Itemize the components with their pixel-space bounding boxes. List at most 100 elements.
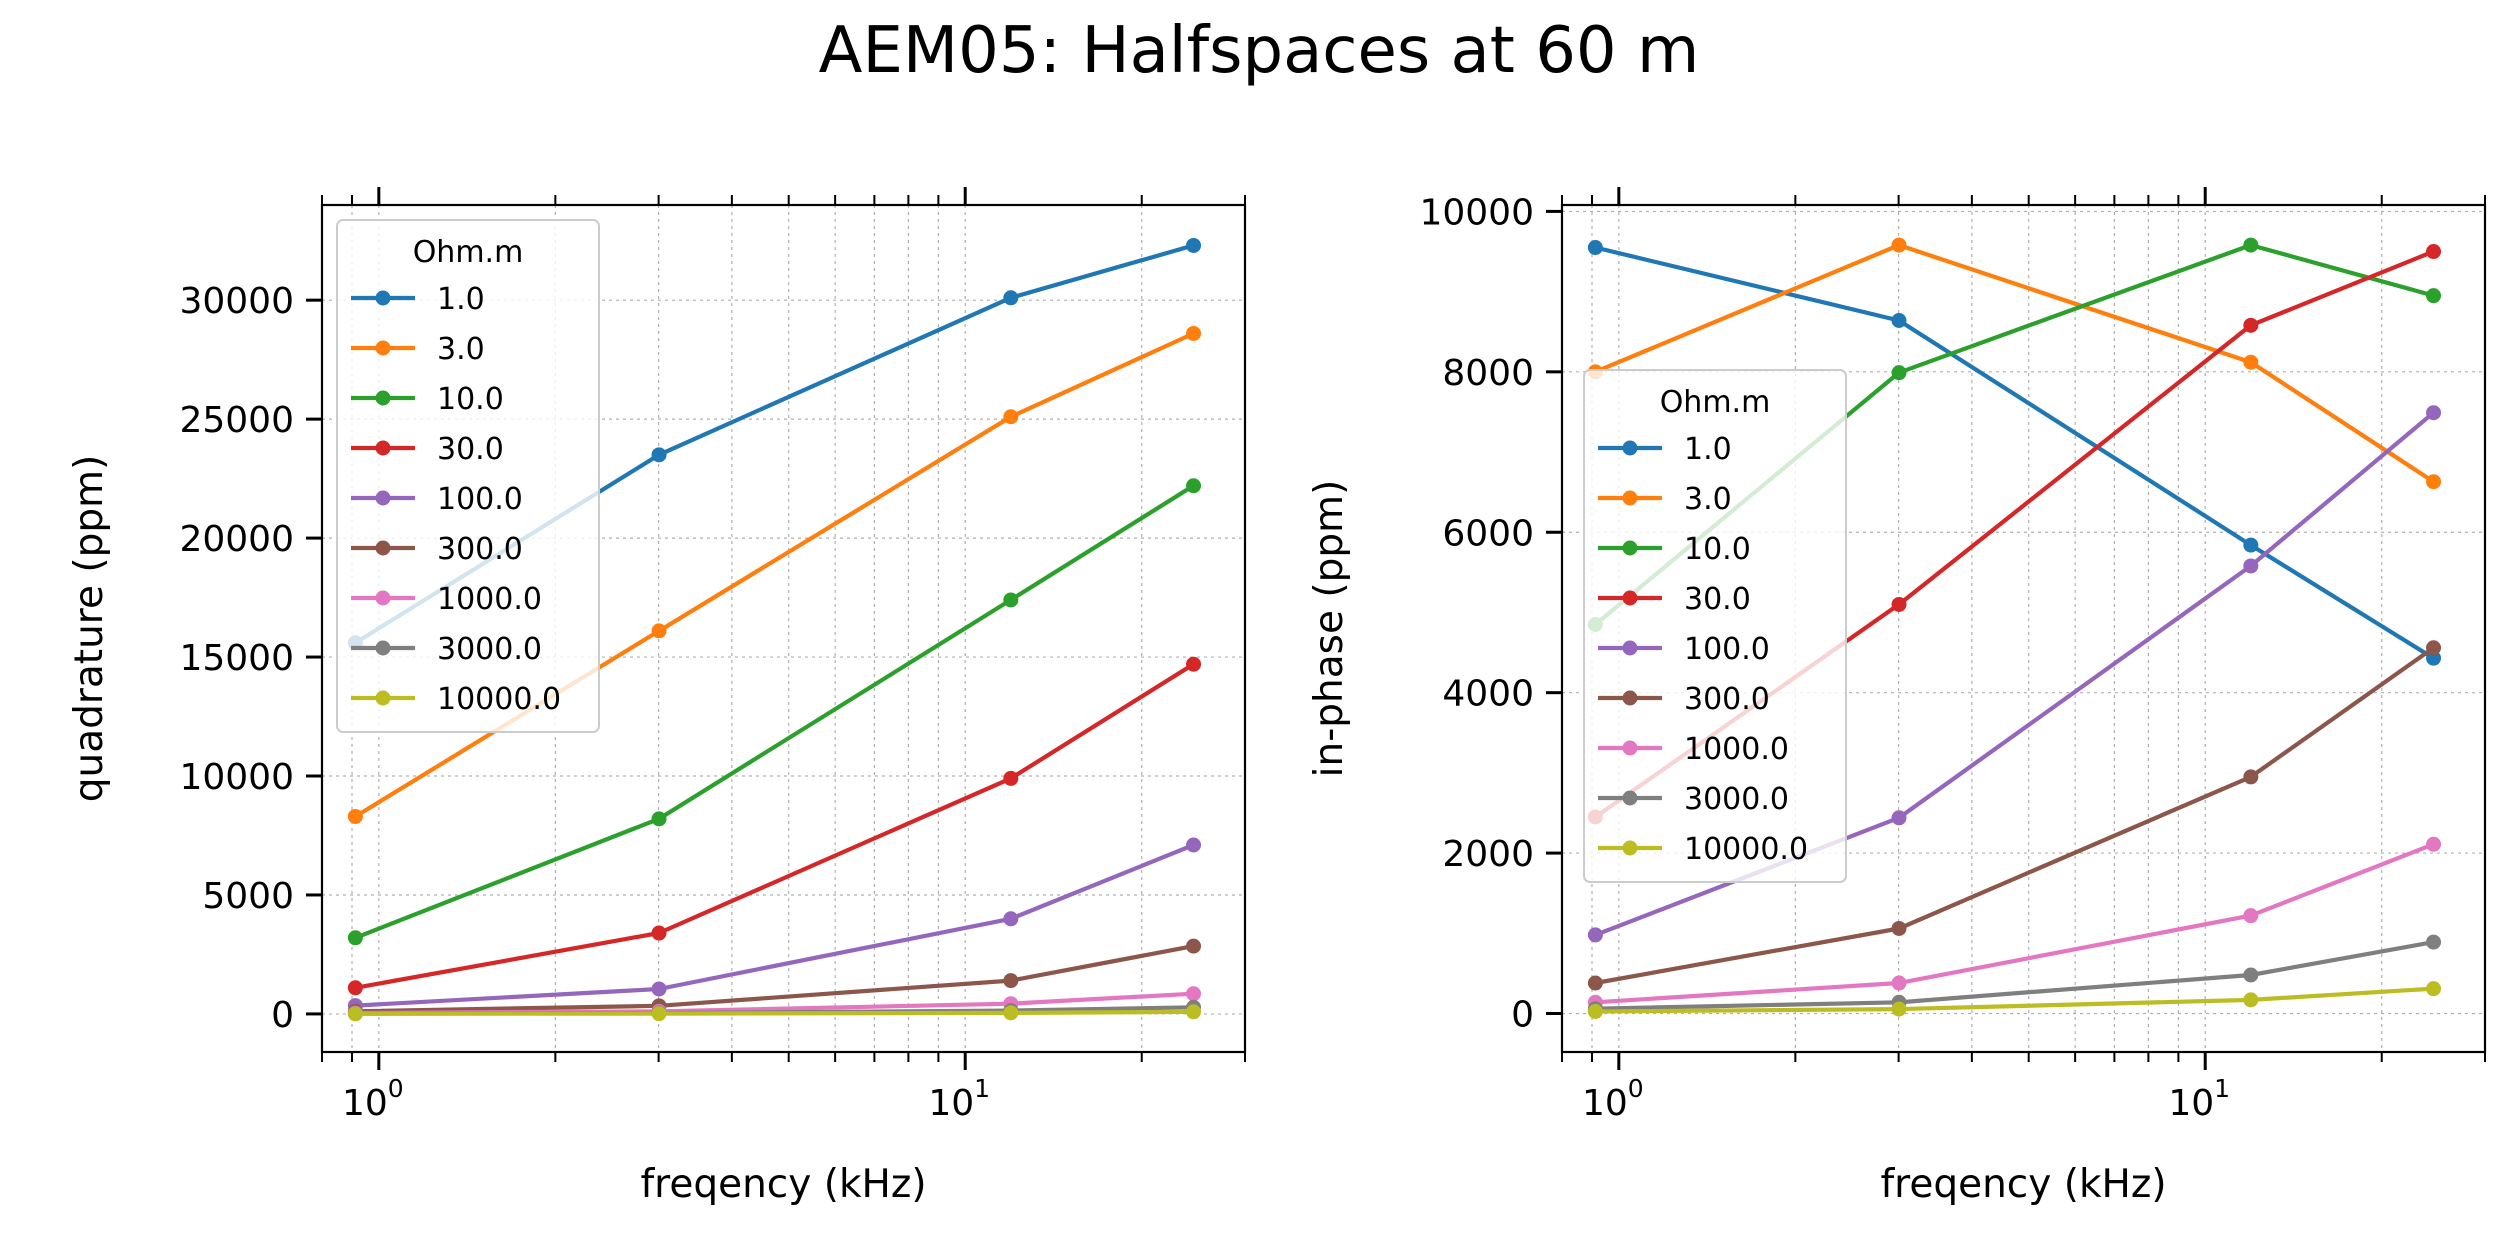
data-point	[1003, 770, 1019, 786]
y-tick-label: 20000	[179, 519, 294, 560]
data-point	[1587, 927, 1603, 943]
data-point	[651, 447, 667, 463]
x-tick-label-base: 10	[1582, 1083, 1628, 1124]
data-point	[347, 808, 363, 824]
x-tick-label-base: 10	[2168, 1083, 2214, 1124]
x-tick-label-exponent: 0	[388, 1074, 404, 1103]
data-point	[1587, 1003, 1603, 1019]
axes-frame	[320, 203, 1247, 1054]
legend-marker	[375, 690, 391, 706]
data-point	[1003, 1005, 1019, 1021]
y-tick-label: 2000	[1442, 834, 1534, 875]
series-line-300.0	[355, 944, 1194, 1014]
legend-entry-label: 10.0	[437, 382, 504, 417]
axes-frame	[1560, 203, 2487, 1054]
legend-entry-label: 300.0	[437, 532, 523, 567]
x-axis-label: freqency (kHz)	[1880, 1162, 2166, 1207]
legend-entry-label: 1.0	[1684, 432, 1732, 467]
series-line-1000.0	[1595, 842, 2435, 1005]
data-point	[651, 811, 667, 827]
y-tick-label: 15000	[179, 638, 294, 679]
data-point	[1186, 1004, 1202, 1020]
data-point	[651, 623, 667, 639]
legend: Ohm.m 1.0 3.0 10.0 30.0 100.0 300.0 1000.0 3000.…	[1583, 369, 1847, 883]
x-tick-label-exponent: 0	[1628, 1074, 1644, 1103]
data-point	[2426, 934, 2442, 950]
data-point	[2243, 237, 2259, 253]
data-point	[2426, 836, 2442, 852]
legend: Ohm.m 1.0 3.0 10.0 30.0 100.0 300.0 1000.0 3000.…	[336, 219, 600, 733]
y-tick-label: 10000	[1419, 192, 1534, 233]
y-axis-label: in-phase (ppm)	[1307, 480, 1352, 778]
legend-marker	[1622, 840, 1638, 856]
legend-marker	[375, 590, 391, 606]
legend-entry-label: 3.0	[1684, 482, 1732, 517]
x-tick-label-base: 10	[928, 1083, 974, 1124]
data-point	[1186, 837, 1202, 853]
legend-entry-label: 10000.0	[1684, 832, 1808, 867]
data-point	[1891, 810, 1907, 826]
legend-entry-label: 300.0	[1684, 682, 1770, 717]
legend-entry-label: 1000.0	[1684, 732, 1789, 767]
data-point	[2243, 967, 2259, 983]
series-line-3.0	[1594, 243, 2435, 484]
y-tick-label: 6000	[1442, 513, 1534, 554]
data-point	[651, 925, 667, 941]
x-tick-label-exponent: 1	[2214, 1074, 2230, 1103]
data-point	[1891, 1001, 1907, 1017]
series-line-30.0	[355, 662, 1195, 990]
x-tick-label: 101	[2168, 1074, 2230, 1124]
data-point	[2426, 981, 2442, 997]
data-point	[1003, 973, 1019, 989]
y-tick-label: 25000	[179, 400, 294, 441]
data-point	[1003, 290, 1019, 306]
legend-entry-label: 3000.0	[1684, 782, 1789, 817]
data-point	[2243, 537, 2259, 553]
x-tick-label: 101	[928, 1074, 990, 1124]
data-point	[1891, 365, 1907, 381]
series-line-10.0	[354, 483, 1195, 940]
x-ticks	[1561, 187, 2486, 1070]
data-point	[2243, 558, 2259, 574]
legend-entry-label: 3.0	[437, 332, 485, 367]
y-tick-label: 4000	[1442, 674, 1534, 715]
y-axis-label: quadrature (ppm)	[67, 455, 112, 803]
series-line-3000.0	[1595, 940, 2434, 1011]
legend-marker	[1622, 540, 1638, 556]
data-point	[2426, 474, 2442, 490]
x-tick-label-base: 10	[342, 1083, 388, 1124]
data-point	[347, 930, 363, 946]
data-point	[2426, 244, 2442, 260]
data-point	[2243, 908, 2259, 924]
data-point	[1003, 911, 1019, 927]
y-tick-label: 30000	[179, 281, 294, 322]
data-point	[1186, 986, 1202, 1002]
series-line-300.0	[1595, 646, 2435, 986]
data-point	[1891, 237, 1907, 253]
data-point	[1891, 596, 1907, 612]
x-tick-label: 100	[342, 1074, 404, 1124]
legend-marker	[375, 640, 391, 656]
legend-marker	[1622, 640, 1638, 656]
data-point	[1891, 313, 1907, 328]
legend-marker	[375, 340, 391, 356]
legend-entry-label: 1000.0	[437, 582, 542, 617]
data-point	[347, 1006, 363, 1022]
x-tick-label-exponent: 1	[974, 1074, 990, 1103]
data-point	[1003, 409, 1019, 425]
data-point	[2426, 640, 2442, 656]
y-tick-label: 5000	[202, 876, 294, 917]
x-axis-label: freqency (kHz)	[640, 1162, 926, 1207]
legend-entry-label: 100.0	[437, 482, 523, 517]
data-point	[1003, 592, 1019, 608]
data-point	[1891, 975, 1907, 991]
data-point	[2426, 288, 2442, 304]
legend-marker	[375, 290, 391, 306]
legend-entry-label: 100.0	[1684, 632, 1770, 667]
y-tick-label: 8000	[1442, 353, 1534, 394]
legend-entry-label: 30.0	[437, 432, 504, 467]
data-point	[1186, 938, 1202, 954]
data-point	[1186, 656, 1202, 672]
data-point	[2243, 354, 2259, 370]
series-line-10000.0	[355, 1009, 1194, 1016]
